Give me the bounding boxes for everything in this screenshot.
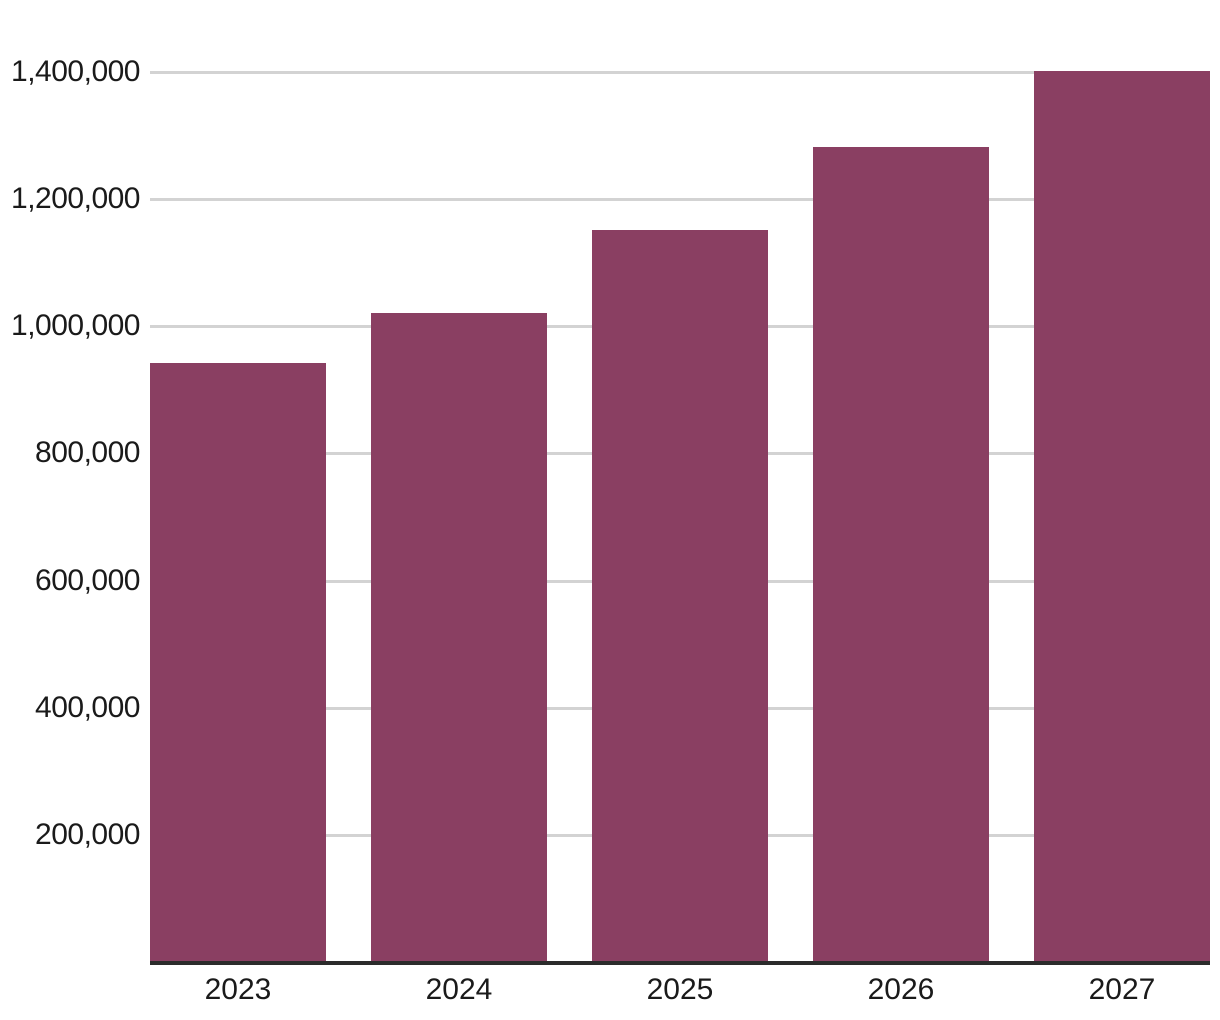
y-tick-label-200000: 200,000 [35,818,140,851]
y-axis: 200,000 400,000 600,000 800,000 1,000,000 1,2… [0,0,140,1020]
y-tick-label-1200000: 1,200,000 [11,182,140,215]
y-tick-label-600000: 600,000 [35,564,140,597]
bar-2026 [813,147,989,961]
y-tick-label-1400000: 1,400,000 [11,55,140,88]
x-tick-label-2026: 2026 [867,973,935,1006]
x-axis-line [150,961,1210,965]
bar-2024 [371,313,547,961]
y-tick-label-800000: 800,000 [35,436,140,469]
x-tick-label-2023: 2023 [204,973,272,1006]
x-tick-label-2025: 2025 [646,973,714,1006]
plot-area [150,0,1210,965]
gridline-1200000 [150,198,1210,201]
x-axis: 2023 2024 2025 2026 2027 [150,972,1210,1008]
x-tick-label-2027: 2027 [1088,973,1156,1006]
gridline-1400000 [150,71,1210,74]
y-tick-label-400000: 400,000 [35,691,140,724]
bar-series [150,0,1210,961]
bar-2027 [1034,71,1210,961]
bar-2023 [150,363,326,961]
bar-2025 [592,230,768,961]
x-tick-label-2024: 2024 [425,973,493,1006]
y-tick-label-1000000: 1,000,000 [11,309,140,342]
